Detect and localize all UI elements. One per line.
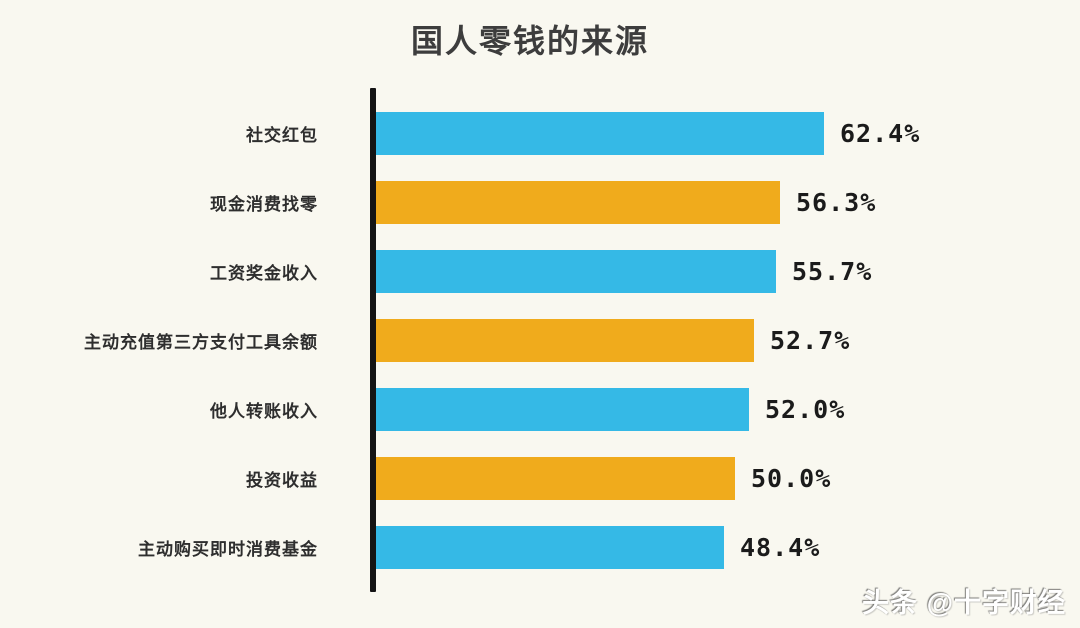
bar xyxy=(376,250,776,293)
bar xyxy=(376,181,780,224)
value-label: 56.3% xyxy=(796,188,877,217)
y-axis-line xyxy=(370,88,376,592)
bar xyxy=(376,457,735,500)
page-title: 国人零钱的来源 xyxy=(410,23,649,59)
bar xyxy=(376,319,754,362)
value-label: 55.7% xyxy=(792,257,873,286)
value-label: 48.4% xyxy=(740,533,821,562)
bar-row: 主动购买即时消费基金 48.4% xyxy=(0,513,1080,582)
bar-row: 投资收益 50.0% xyxy=(0,444,1080,513)
bar-row: 主动充值第三方支付工具余额 52.7% xyxy=(0,306,1080,375)
category-label: 社交红包 xyxy=(246,126,318,145)
category-label: 主动购买即时消费基金 xyxy=(138,540,318,559)
value-label: 62.4% xyxy=(840,119,921,148)
bar xyxy=(376,112,824,155)
bar-rows: 社交红包 62.4% 现金消费找零 56.3% 工资奖金收入 55.7% 主动充… xyxy=(0,99,1080,582)
category-label: 主动充值第三方支付工具余额 xyxy=(84,333,318,352)
bar-row: 社交红包 62.4% xyxy=(0,99,1080,168)
value-label: 52.0% xyxy=(765,395,846,424)
bar-row: 现金消费找零 56.3% xyxy=(0,168,1080,237)
category-label: 工资奖金收入 xyxy=(210,264,318,283)
bar xyxy=(376,526,724,569)
bar-row: 他人转账收入 52.0% xyxy=(0,375,1080,444)
category-label: 现金消费找零 xyxy=(210,195,318,214)
value-label: 52.7% xyxy=(770,326,851,355)
category-label: 他人转账收入 xyxy=(210,402,318,421)
bar-row: 工资奖金收入 55.7% xyxy=(0,237,1080,306)
value-label: 50.0% xyxy=(751,464,832,493)
bar xyxy=(376,388,749,431)
watermark: 头条 @十字财经 xyxy=(862,588,1066,618)
category-label: 投资收益 xyxy=(246,471,318,490)
